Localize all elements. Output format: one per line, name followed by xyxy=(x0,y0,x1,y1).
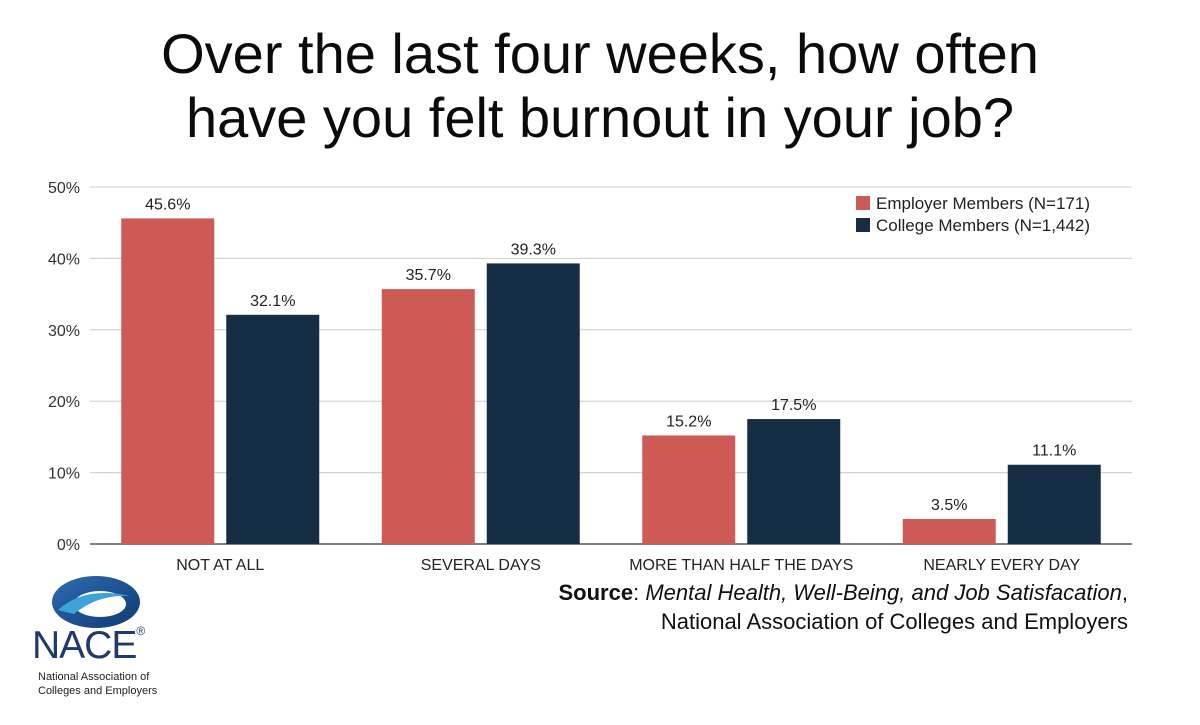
source-publisher: National Association of Colleges and Emp… xyxy=(660,609,1128,634)
nace-logo-emblem xyxy=(52,576,140,628)
legend-swatch xyxy=(856,196,870,210)
bar-college xyxy=(747,419,841,544)
source-label: Source xyxy=(558,580,634,605)
legend-label: College Members (N=1,442) xyxy=(876,216,1090,235)
y-tick-label: 50% xyxy=(48,180,80,197)
bar-employer xyxy=(121,218,215,544)
x-tick-label: MORE THAN HALF THE DAYS xyxy=(629,557,853,574)
data-label: 45.6% xyxy=(145,196,190,213)
x-tick-label: NEARLY EVERY DAY xyxy=(923,557,1080,574)
source-note: Source: Mental Health, Well-Being, and J… xyxy=(508,578,1129,636)
chart-title-line-1: Over the last four weeks, how often xyxy=(161,22,1039,85)
legend-swatch xyxy=(856,218,870,232)
data-label: 39.3% xyxy=(511,241,556,258)
data-label: 35.7% xyxy=(406,267,451,284)
chart-title: Over the last four weeks, how often have… xyxy=(0,22,1200,150)
bar-employer xyxy=(381,289,475,544)
chart-title-line-2: have you felt burnout in your job? xyxy=(185,86,1015,149)
y-tick-label: 10% xyxy=(48,466,80,483)
y-tick-label: 40% xyxy=(48,251,80,268)
y-tick-label: 0% xyxy=(57,537,80,554)
bar-college xyxy=(226,314,320,544)
data-label: 32.1% xyxy=(250,293,295,310)
nace-logo-subtitle: National Association of Colleges and Emp… xyxy=(38,671,158,697)
y-tick-label: 30% xyxy=(48,323,80,340)
source-work-title: Mental Health, Well-Being, and Job Satis… xyxy=(645,580,1122,605)
bar-employer xyxy=(902,519,996,544)
x-tick-label: NOT AT ALL xyxy=(176,557,264,574)
bar-college xyxy=(486,263,580,544)
data-label: 15.2% xyxy=(666,413,711,430)
data-label: 3.5% xyxy=(931,497,967,514)
legend-label: Employer Members (N=171) xyxy=(876,194,1090,213)
y-tick-label: 20% xyxy=(48,394,80,411)
nace-logo: NACE® National Association of Colleges a… xyxy=(32,574,182,704)
data-label: 17.5% xyxy=(771,397,816,414)
bar-employer xyxy=(642,435,736,544)
x-tick-label: SEVERAL DAYS xyxy=(421,557,541,574)
data-label: 11.1% xyxy=(1032,443,1076,460)
bar-college xyxy=(1007,464,1101,544)
nace-logo-wordmark: NACE® xyxy=(32,624,145,667)
source-colon: : xyxy=(633,580,640,605)
source-comma: , xyxy=(1121,580,1128,605)
